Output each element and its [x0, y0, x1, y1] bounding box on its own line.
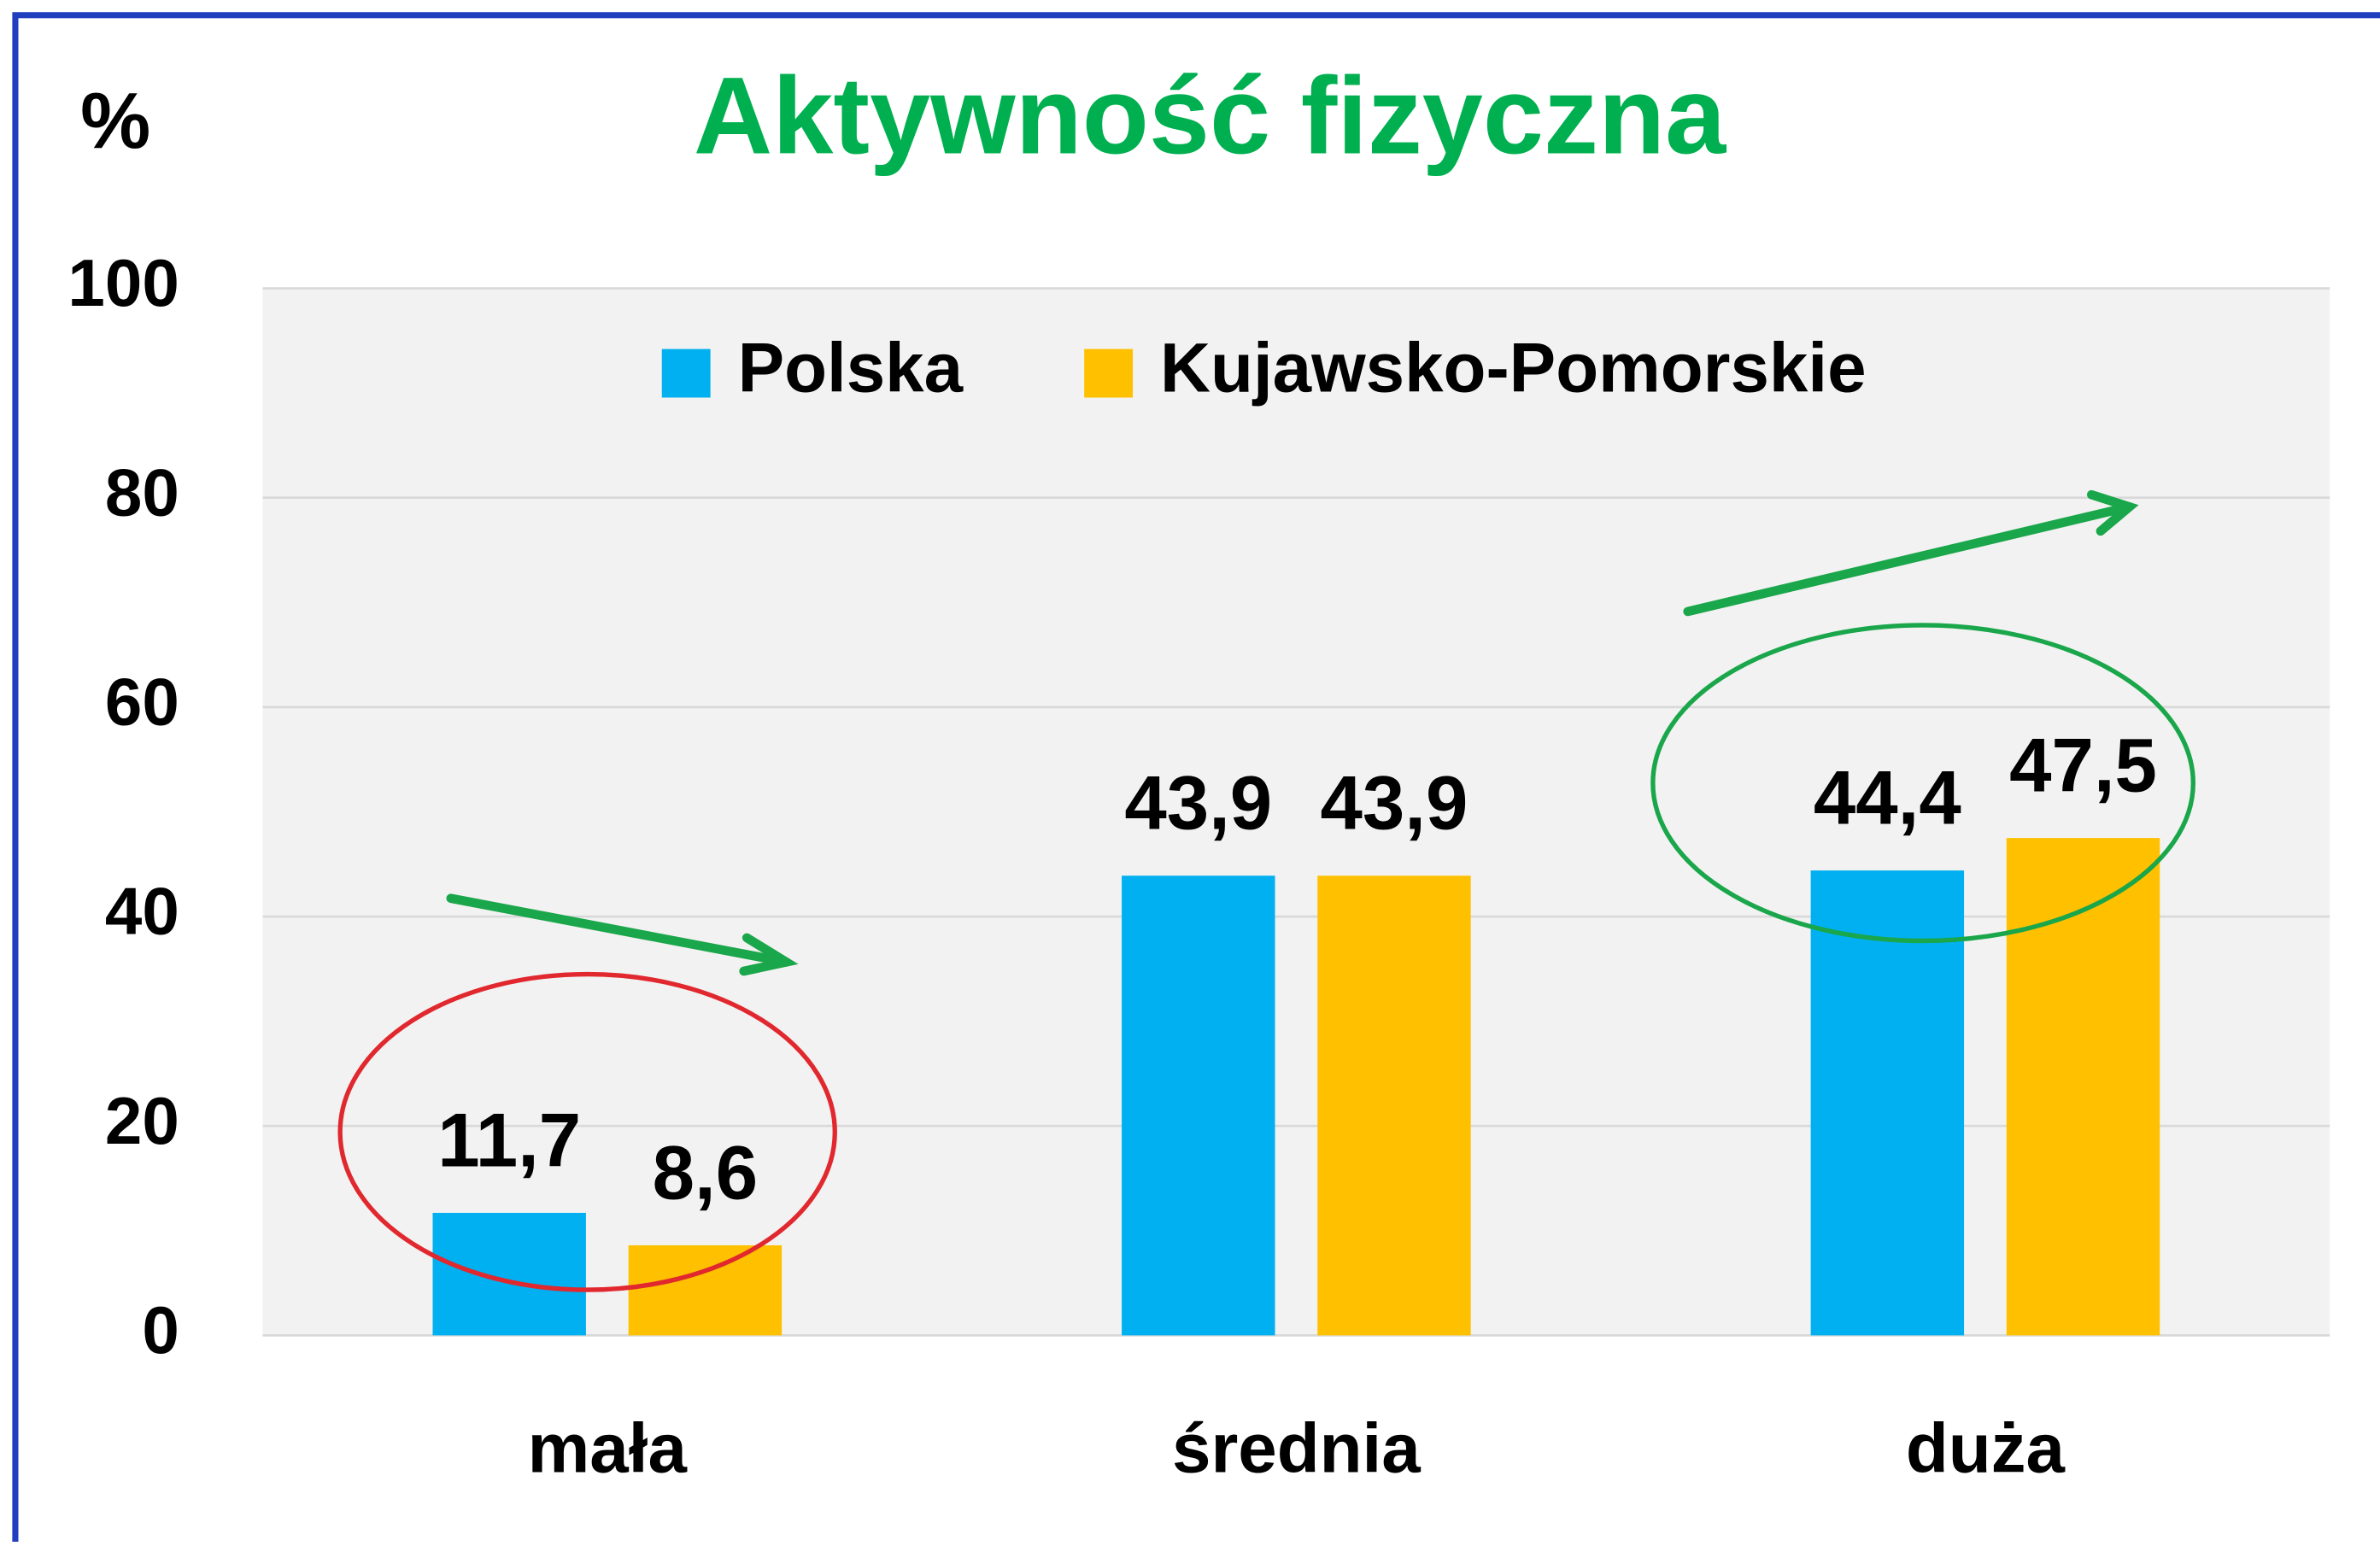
- value-label: 47,5: [2009, 723, 2157, 807]
- trend-arrow: [446, 893, 799, 976]
- legend-label: Kujawsko-Pomorskie: [1160, 330, 1867, 407]
- bar: [1810, 870, 1965, 1336]
- legend-swatch: [1084, 348, 1134, 398]
- y-tick-label: 40: [105, 874, 179, 949]
- bar: [2006, 838, 2160, 1336]
- plot-area: [262, 288, 2330, 1336]
- bar: [1317, 875, 1471, 1336]
- value-label: 8,6: [653, 1130, 758, 1215]
- bar: [1122, 875, 1275, 1336]
- y-tick-label: 20: [105, 1083, 179, 1158]
- grid: [262, 287, 2330, 1337]
- marks: [432, 838, 2160, 1336]
- value-label: 43,9: [1124, 761, 1272, 846]
- value-label: 44,4: [1814, 755, 1961, 840]
- frame: [12, 12, 2380, 1546]
- highlight-ellipse: [1650, 623, 2195, 944]
- y-tick-label: 0: [142, 1292, 179, 1367]
- trend-arrow: [1683, 489, 2139, 617]
- y-tick-label: 100: [67, 245, 179, 320]
- x-tick-label: duża: [1906, 1410, 2066, 1488]
- legend-label: Polska: [738, 330, 964, 407]
- y-axis-label: %: [80, 77, 150, 166]
- highlight-ellipse: [337, 971, 837, 1292]
- x-tick-label: mała: [528, 1410, 688, 1488]
- value-label: 43,9: [1321, 761, 1468, 846]
- y-tick-label: 80: [105, 454, 179, 530]
- bar: [432, 1212, 586, 1336]
- x-tick-label: średnia: [1172, 1410, 1421, 1488]
- y-tick-label: 60: [105, 665, 179, 740]
- legend-swatch: [661, 348, 711, 398]
- chart-title: Aktywność fizyczna: [694, 55, 1726, 177]
- value-label: 11,7: [437, 1098, 581, 1182]
- bar: [628, 1244, 783, 1336]
